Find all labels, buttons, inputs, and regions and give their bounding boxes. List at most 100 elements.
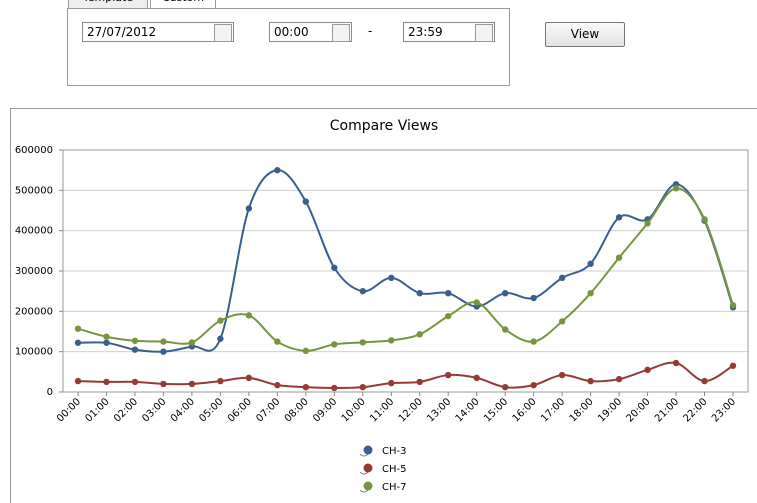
point [359, 339, 366, 346]
point [245, 374, 253, 382]
chart-frame [10, 108, 757, 503]
point [160, 348, 167, 355]
time-to[interactable]: 23:59 [403, 22, 495, 42]
plot-area [62, 149, 749, 393]
point [558, 318, 566, 325]
point [302, 198, 310, 205]
point [473, 299, 480, 306]
x-tick-label: 06:00 [226, 396, 254, 424]
x-tick-label: 11:00 [368, 396, 396, 424]
y-tick-label: 300000 [15, 266, 53, 277]
x-tick-label: 19:00 [596, 396, 624, 424]
x-tick-label: 18:00 [568, 396, 596, 424]
point [501, 289, 509, 297]
series-line [77, 169, 734, 353]
x-tick-label: 20:00 [625, 396, 653, 424]
time-from[interactable]: 00:00 [269, 22, 352, 42]
point [388, 379, 395, 387]
tab[interactable]: Custom [150, 0, 216, 8]
point [74, 325, 82, 332]
point [416, 331, 423, 338]
view-button[interactable]: View [545, 22, 625, 47]
point [558, 371, 566, 379]
date: 27/07/2012 [87, 25, 157, 39]
x-tick-label: 08:00 [283, 396, 311, 424]
point [530, 338, 537, 345]
x-tick-label: 02:00 [112, 396, 140, 424]
point [274, 338, 281, 345]
point [274, 381, 281, 389]
x-tick-label: 23:00 [710, 396, 738, 424]
point [302, 347, 310, 355]
point [701, 216, 708, 223]
y-tick-label: 100000 [15, 347, 53, 358]
point [131, 378, 139, 386]
spinner[interactable] [332, 24, 350, 42]
point [530, 381, 537, 389]
point [274, 166, 281, 174]
legend-line [359, 453, 369, 457]
point [217, 335, 224, 342]
series-line [77, 187, 734, 352]
point [615, 214, 623, 221]
time: 23:59 [408, 25, 443, 39]
spinner[interactable] [475, 24, 493, 42]
point [359, 383, 366, 391]
point [245, 205, 253, 212]
x-tick-label: 13:00 [425, 396, 453, 424]
time: 00:00 [274, 25, 309, 39]
chart-title: Compare Views [330, 118, 438, 134]
legend-swatch [363, 481, 373, 491]
y-tick-label: 0 [47, 387, 53, 398]
tab[interactable]: Template [68, 0, 148, 8]
y-tick-label: 500000 [15, 185, 53, 196]
x-tick-label: 21:00 [653, 396, 681, 424]
x-tick-label: 10:00 [340, 396, 368, 424]
x-tick-label: 01:00 [83, 396, 111, 424]
x-tick-label: 03:00 [140, 396, 168, 424]
y-tick-label: 600000 [15, 145, 53, 156]
x-tick-label: 07:00 [254, 396, 282, 424]
point [729, 362, 737, 369]
point [416, 378, 423, 386]
point [160, 380, 167, 388]
point [188, 339, 196, 346]
point [131, 337, 139, 344]
legend-label: CH-3 [382, 446, 406, 457]
point [445, 371, 452, 379]
point [672, 359, 680, 367]
point [672, 185, 680, 192]
point [615, 375, 623, 383]
point [701, 377, 708, 385]
legend-swatch [363, 445, 373, 455]
x-tick-label: 16:00 [511, 396, 539, 424]
point [331, 264, 338, 271]
point [188, 380, 196, 388]
point [388, 337, 395, 344]
point [74, 339, 82, 346]
point [74, 377, 82, 385]
date-combo[interactable]: 27/07/2012 [82, 22, 234, 42]
point [388, 274, 395, 282]
y-tick-label: 200000 [15, 306, 53, 317]
point [587, 289, 594, 297]
y-tick-label: 400000 [15, 226, 53, 237]
point [558, 274, 566, 282]
point [103, 378, 110, 386]
point [217, 377, 224, 385]
dropdown[interactable] [214, 24, 232, 42]
point [131, 346, 139, 353]
point [103, 333, 110, 340]
point [473, 374, 480, 382]
x-tick-label: 12:00 [397, 396, 425, 424]
point [416, 289, 423, 297]
x-tick-label: 14:00 [454, 396, 482, 424]
point [331, 384, 338, 392]
point [302, 383, 310, 391]
point [501, 383, 509, 391]
group-box [67, 8, 510, 86]
point [615, 254, 623, 261]
x-tick-label: 09:00 [311, 396, 339, 424]
point [644, 366, 651, 374]
